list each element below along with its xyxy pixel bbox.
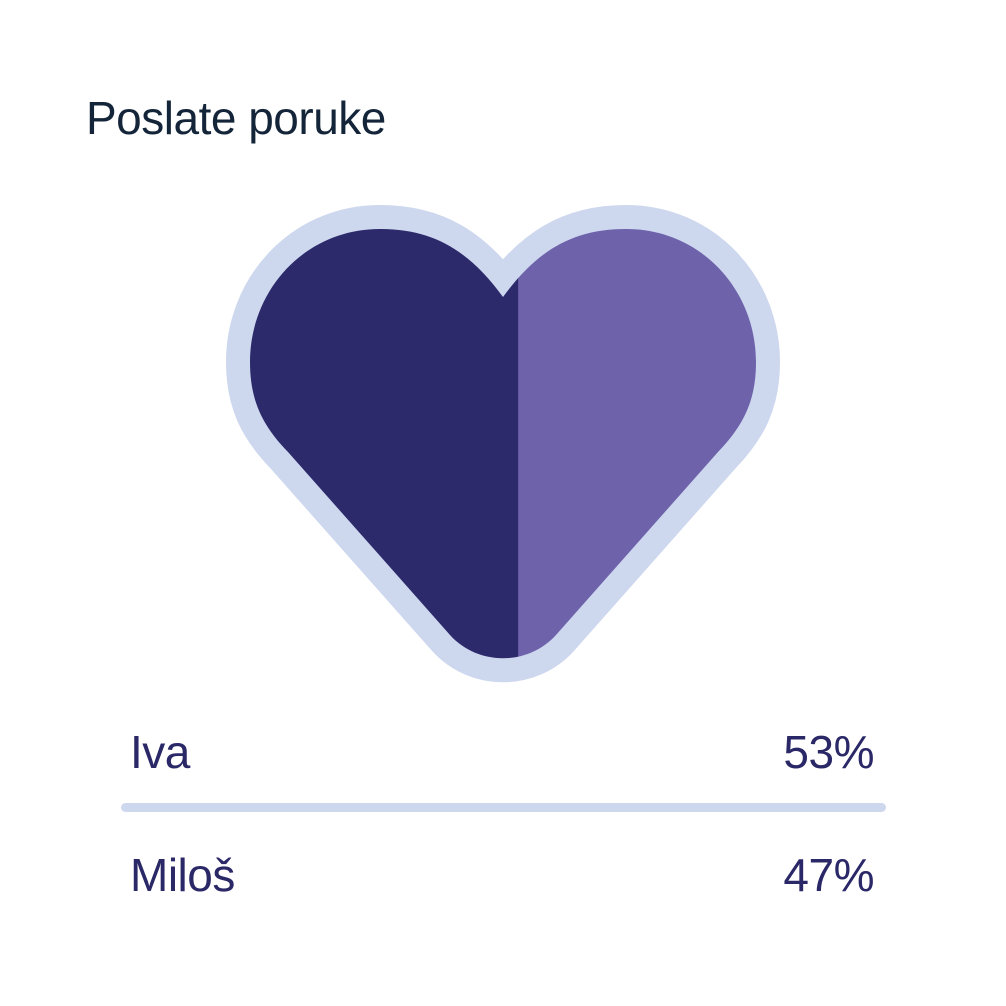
legend-label-milos: Miloš <box>130 849 235 901</box>
legend-label-iva: Iva <box>130 726 190 778</box>
legend-divider <box>121 803 886 812</box>
chart-title: Poslate poruke <box>86 92 386 144</box>
heart-slice-iva <box>250 229 519 659</box>
legend-value-iva: 53% <box>783 726 874 778</box>
legend-value-milos: 47% <box>783 849 874 901</box>
legend-row-iva: Iva 53% <box>130 722 874 782</box>
legend-row-milos: Miloš 47% <box>130 845 874 905</box>
